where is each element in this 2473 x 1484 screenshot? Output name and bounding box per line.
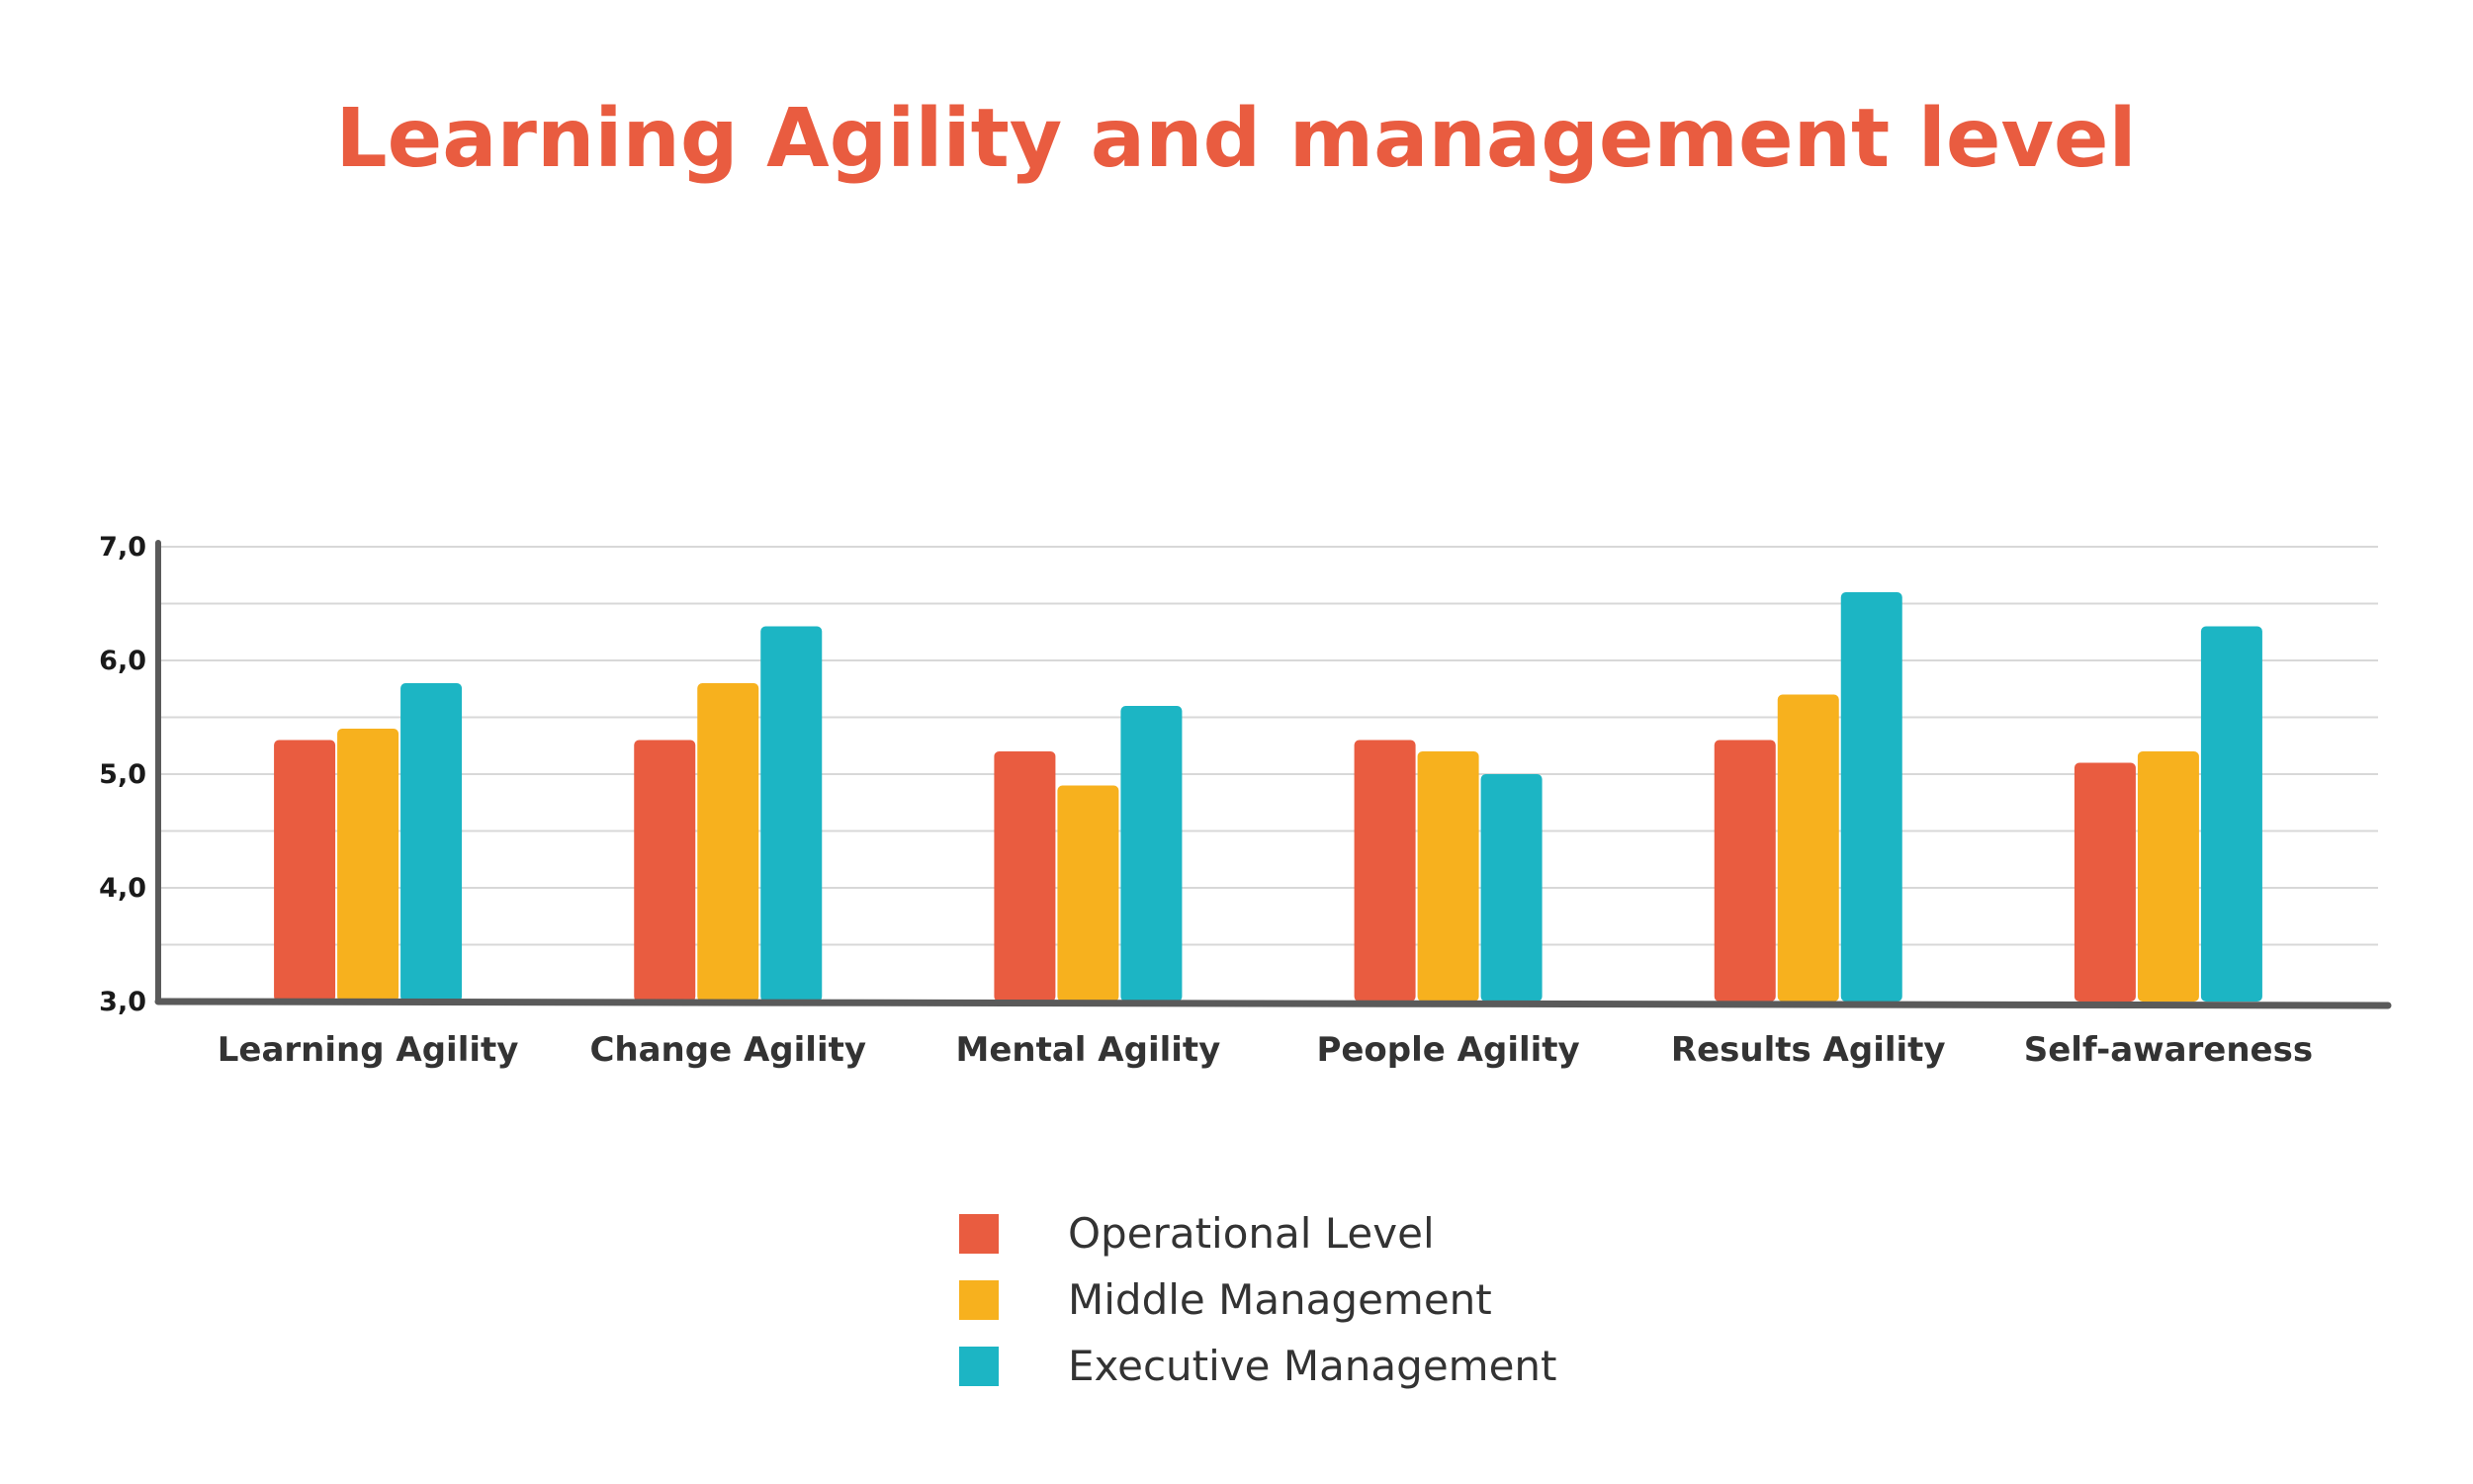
category-label: Learning Agility bbox=[218, 1030, 519, 1070]
bar-middle-management-mental-agility bbox=[1057, 785, 1119, 1002]
y-tick-label: 3,0 bbox=[99, 987, 146, 1017]
bar-middle-management-self-awareness bbox=[2137, 751, 2199, 1002]
legend: Operational Level Middle Management Execut… bbox=[959, 1209, 1557, 1390]
y-tick-label: 5,0 bbox=[99, 759, 146, 790]
axes bbox=[154, 540, 2392, 1009]
legend-item: Operational Level bbox=[959, 1209, 1435, 1258]
bar-operational-level-people-agility bbox=[1354, 740, 1416, 1002]
y-tick-labels: 3,0 4,0 5,0 6,0 7,0 bbox=[99, 532, 146, 1017]
bar-operational-level-learning-agility bbox=[274, 740, 336, 1002]
category-label: Mental Agility bbox=[956, 1030, 1221, 1070]
x-axis-line bbox=[154, 998, 2392, 1009]
bar-executive-management-change-agility bbox=[760, 626, 823, 1002]
bar-operational-level-self-awareness bbox=[2074, 762, 2136, 1002]
legend-swatch bbox=[959, 1347, 999, 1386]
bar-operational-level-change-agility bbox=[634, 740, 696, 1002]
grid-lines bbox=[158, 546, 2378, 946]
bar-executive-management-people-agility bbox=[1480, 774, 1543, 1002]
y-tick-label: 7,0 bbox=[99, 532, 146, 563]
category-label: Change Agility bbox=[589, 1030, 866, 1070]
bar-middle-management-people-agility bbox=[1417, 751, 1479, 1002]
legend-label: Operational Level bbox=[1068, 1209, 1435, 1258]
chart-title: Learning Agility and management level bbox=[335, 92, 2136, 186]
bars bbox=[274, 592, 2262, 1002]
legend-item: Executive Management bbox=[959, 1342, 1557, 1390]
category-label: Self-awareness bbox=[2024, 1030, 2313, 1070]
category-label: Results Agility bbox=[1671, 1030, 1946, 1070]
category-label: People Agility bbox=[1316, 1030, 1579, 1070]
legend-swatch bbox=[959, 1280, 999, 1320]
bar-executive-management-learning-agility bbox=[400, 683, 463, 1002]
category-labels: Learning Agility Change Agility Mental Agi… bbox=[218, 1030, 2313, 1070]
legend-label: Middle Management bbox=[1068, 1275, 1492, 1324]
bar-executive-management-self-awareness bbox=[2200, 626, 2262, 1002]
legend-item: Middle Management bbox=[959, 1275, 1492, 1324]
legend-swatch bbox=[959, 1214, 999, 1254]
bar-middle-management-change-agility bbox=[697, 683, 759, 1002]
bar-operational-level-results-agility bbox=[1714, 740, 1776, 1002]
bar-executive-management-mental-agility bbox=[1120, 706, 1183, 1002]
bar-middle-management-results-agility bbox=[1777, 694, 1839, 1002]
bar-executive-management-results-agility bbox=[1840, 592, 1902, 1002]
y-tick-label: 6,0 bbox=[99, 646, 146, 676]
legend-label: Executive Management bbox=[1068, 1342, 1557, 1390]
y-tick-label: 4,0 bbox=[99, 873, 146, 904]
bar-middle-management-learning-agility bbox=[337, 729, 399, 1002]
bar-operational-level-mental-agility bbox=[994, 751, 1056, 1002]
